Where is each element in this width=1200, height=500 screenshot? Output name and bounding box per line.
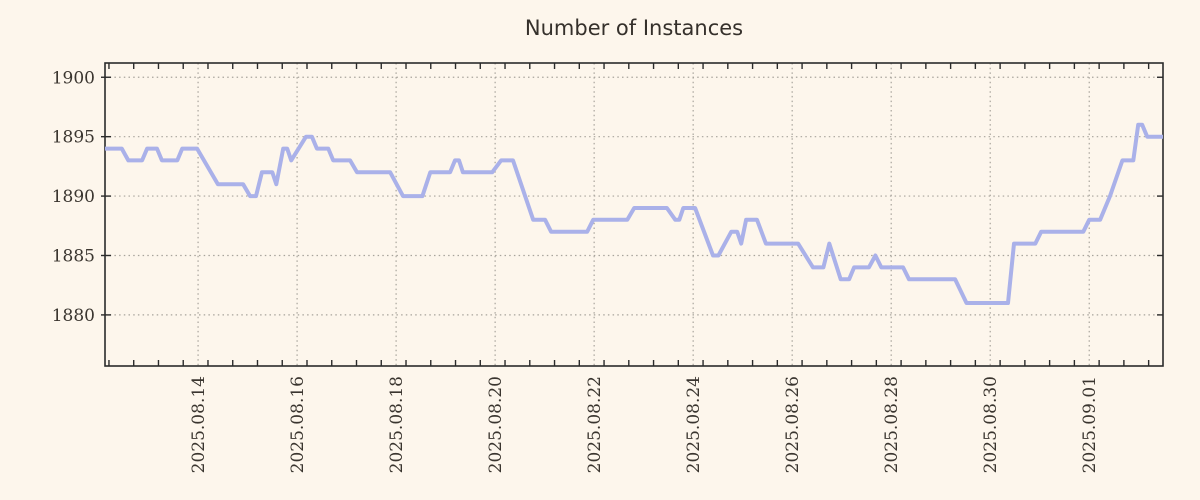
x-tick-label: 2025.08.28 [882, 376, 902, 473]
x-tick-label: 2025.08.24 [684, 376, 704, 473]
x-tick-label: 2025.08.26 [783, 376, 803, 473]
y-tick-label: 1890 [52, 187, 95, 207]
y-tick-label: 1885 [52, 246, 95, 266]
x-tick-label: 2025.08.18 [387, 376, 407, 473]
chart-title: Number of Instances [524, 16, 744, 40]
x-tick-label: 2025.08.30 [981, 376, 1001, 473]
series-line-instances [105, 122, 1163, 305]
y-tick-label: 1900 [52, 68, 95, 88]
x-tick-label: 2025.08.20 [486, 376, 506, 473]
x-tick-label: 2025.08.14 [189, 376, 209, 473]
y-tick-label: 1880 [52, 306, 95, 326]
x-tick-label: 2025.09.01 [1080, 376, 1100, 473]
plot-border [104, 62, 1164, 367]
x-tick-label: 2025.08.22 [585, 376, 605, 473]
y-tick-label: 1895 [52, 128, 95, 148]
x-tick-label: 2025.08.16 [288, 376, 308, 473]
